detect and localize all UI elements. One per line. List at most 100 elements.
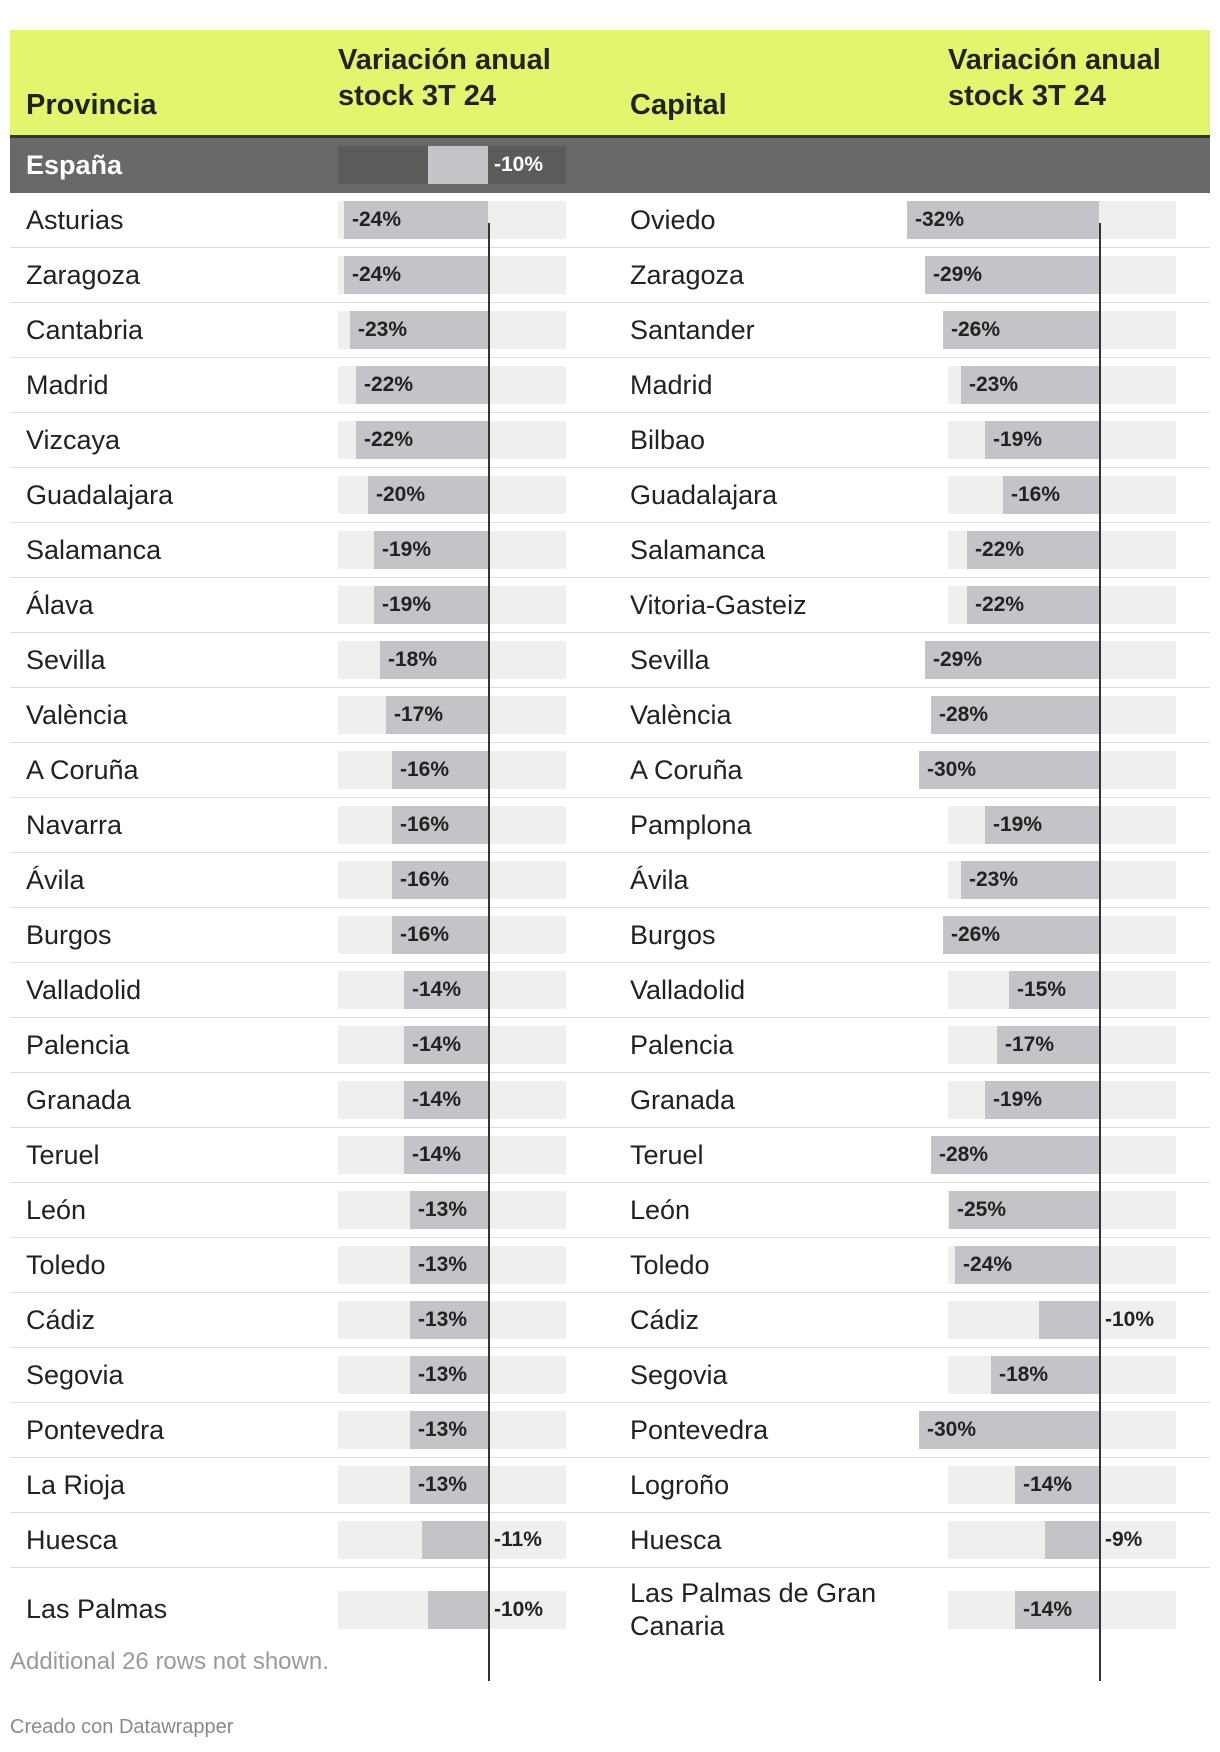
data-table: Provincia Variación anual stock 3T 24 Ca… (10, 30, 1210, 1681)
table-row: Salamanca Salamanca -19% -22% (10, 523, 1210, 578)
provincia-bar (392, 806, 488, 844)
provincia-value-label: -13% (418, 1363, 468, 1386)
provincia-bar-track (338, 201, 566, 239)
capital-bar (985, 421, 1099, 459)
provincia-name: Salamanca (26, 534, 162, 565)
table-row: Las Palmas Las Palmas de Gran Canaria -10%… (10, 1568, 1210, 1651)
provincia-bar (356, 421, 488, 459)
table-row: València València -17% -28% (10, 688, 1210, 743)
table-row-national: España -10% (10, 138, 1210, 193)
capital-bar-track (948, 1356, 1176, 1394)
provincia-bar-track (338, 476, 566, 514)
table-row: Palencia Palencia -14% -17% (10, 1018, 1210, 1073)
capital-value-label: -23% (969, 373, 1019, 396)
capital-value-label: -26% (951, 318, 1001, 341)
provincia-bar-track (338, 1521, 566, 1559)
table-row: A Coruña A Coruña -16% -30% (10, 743, 1210, 798)
capital-bar (943, 916, 1099, 954)
header-capital[interactable]: Capital (630, 89, 727, 121)
provincia-name: Huesca (26, 1524, 118, 1555)
provincia-bar (386, 696, 488, 734)
capital-bar (949, 1191, 1099, 1229)
provincia-value-label: -14% (412, 1033, 462, 1056)
provincia-bar (410, 1191, 488, 1229)
provincia-value-label: -22% (364, 373, 414, 396)
table-row: Pontevedra Pontevedra -13% -30% (10, 1403, 1210, 1458)
capital-name: Pontevedra (630, 1414, 769, 1445)
capital-value-label: -9% (1105, 1528, 1143, 1551)
capital-bar (919, 1411, 1099, 1449)
capital-name: Salamanca (630, 534, 766, 565)
capital-bar (1045, 1521, 1099, 1559)
table-row: Navarra Pamplona -16% -19% (10, 798, 1210, 853)
provincia-name: Madrid (26, 369, 109, 400)
provincia-value-label: -13% (418, 1418, 468, 1441)
capital-value-label: -16% (1011, 483, 1061, 506)
header-variacion-capital[interactable]: Variación anual stock 3T 24 (948, 44, 1161, 112)
provincia-bar-track (338, 1136, 566, 1174)
capital-value-label: -19% (993, 1088, 1043, 1111)
capital-value-label: -14% (1023, 1597, 1073, 1621)
capital-name: Ávila (630, 864, 689, 895)
capital-name: Vitoria-Gasteiz (630, 589, 807, 620)
capital-bar-track (948, 1081, 1176, 1119)
table-row: Zaragoza Zaragoza -24% -29% (10, 248, 1210, 303)
provincia-name: Cádiz (26, 1304, 96, 1335)
capital-bar-track (925, 641, 1176, 679)
provincia-bar (404, 1136, 488, 1174)
provincia-value-label: -20% (376, 483, 426, 506)
capital-name: Toledo (630, 1249, 710, 1280)
table-row: Toledo Toledo -13% -24% (10, 1238, 1210, 1293)
capital-name: Guadalajara (630, 479, 778, 510)
capital-bar (1015, 1466, 1099, 1504)
table-row: Teruel Teruel -14% -28% (10, 1128, 1210, 1183)
provincia-name: Valladolid (26, 974, 142, 1005)
capital-name: Oviedo (630, 204, 716, 235)
capital-bar-track (948, 1521, 1176, 1559)
provincia-name: Pontevedra (26, 1414, 165, 1445)
provincia-bar-track (338, 971, 566, 1009)
credit-link[interactable]: Creado con Datawrapper (10, 1716, 234, 1738)
provincia-bar-track (338, 256, 566, 294)
provincia-bar-track (338, 586, 566, 624)
provincia-value-label: -24% (352, 208, 402, 231)
capital-bar-track (948, 1466, 1176, 1504)
capital-name: Teruel (630, 1139, 704, 1170)
national-bar (428, 146, 488, 184)
capital-bar-track (948, 1590, 1176, 1629)
provincia-name: Granada (26, 1084, 132, 1115)
capital-bar (1015, 1590, 1099, 1629)
provincia-bar (392, 861, 488, 899)
provincia-bar-track (338, 1466, 566, 1504)
capital-name: Segovia (630, 1359, 728, 1390)
capital-value-label: -22% (975, 538, 1025, 561)
provincia-value-label: -13% (418, 1308, 468, 1331)
provincia-name: Álava (26, 589, 94, 620)
provincia-bar (410, 1411, 488, 1449)
capital-bar-track (948, 971, 1176, 1009)
capital-bar-track (948, 1191, 1176, 1229)
provincia-bar (404, 1026, 488, 1064)
capital-bar-track (948, 806, 1176, 844)
table-row: Cantabria Santander -23% -26% (10, 303, 1210, 358)
header-provincia[interactable]: Provincia (26, 89, 157, 121)
header-variacion-provincia[interactable]: Variación anual stock 3T 24 (338, 44, 551, 112)
capital-bar-track (907, 201, 1176, 239)
provincia-value-label: -14% (412, 1088, 462, 1111)
provincia-bar (410, 1466, 488, 1504)
national-value-label: -10% (494, 153, 544, 176)
provincia-bar-track (338, 1411, 566, 1449)
provincia-bar-track (338, 751, 566, 789)
table-row: León León -13% -25% (10, 1183, 1210, 1238)
capital-bar-track (948, 586, 1176, 624)
capital-value-label: -28% (939, 703, 989, 726)
table-row: Cádiz Cádiz -13% -10% (10, 1293, 1210, 1348)
provincia-value-label: -18% (388, 648, 438, 671)
capital-bar (985, 806, 1099, 844)
provincia-bar (410, 1246, 488, 1284)
provincia-name: Zaragoza (26, 259, 141, 290)
provincia-bar (404, 1081, 488, 1119)
provincia-name: Segovia (26, 1359, 124, 1390)
capital-name: A Coruña (630, 754, 743, 785)
table-row: Segovia Segovia -13% -18% (10, 1348, 1210, 1403)
